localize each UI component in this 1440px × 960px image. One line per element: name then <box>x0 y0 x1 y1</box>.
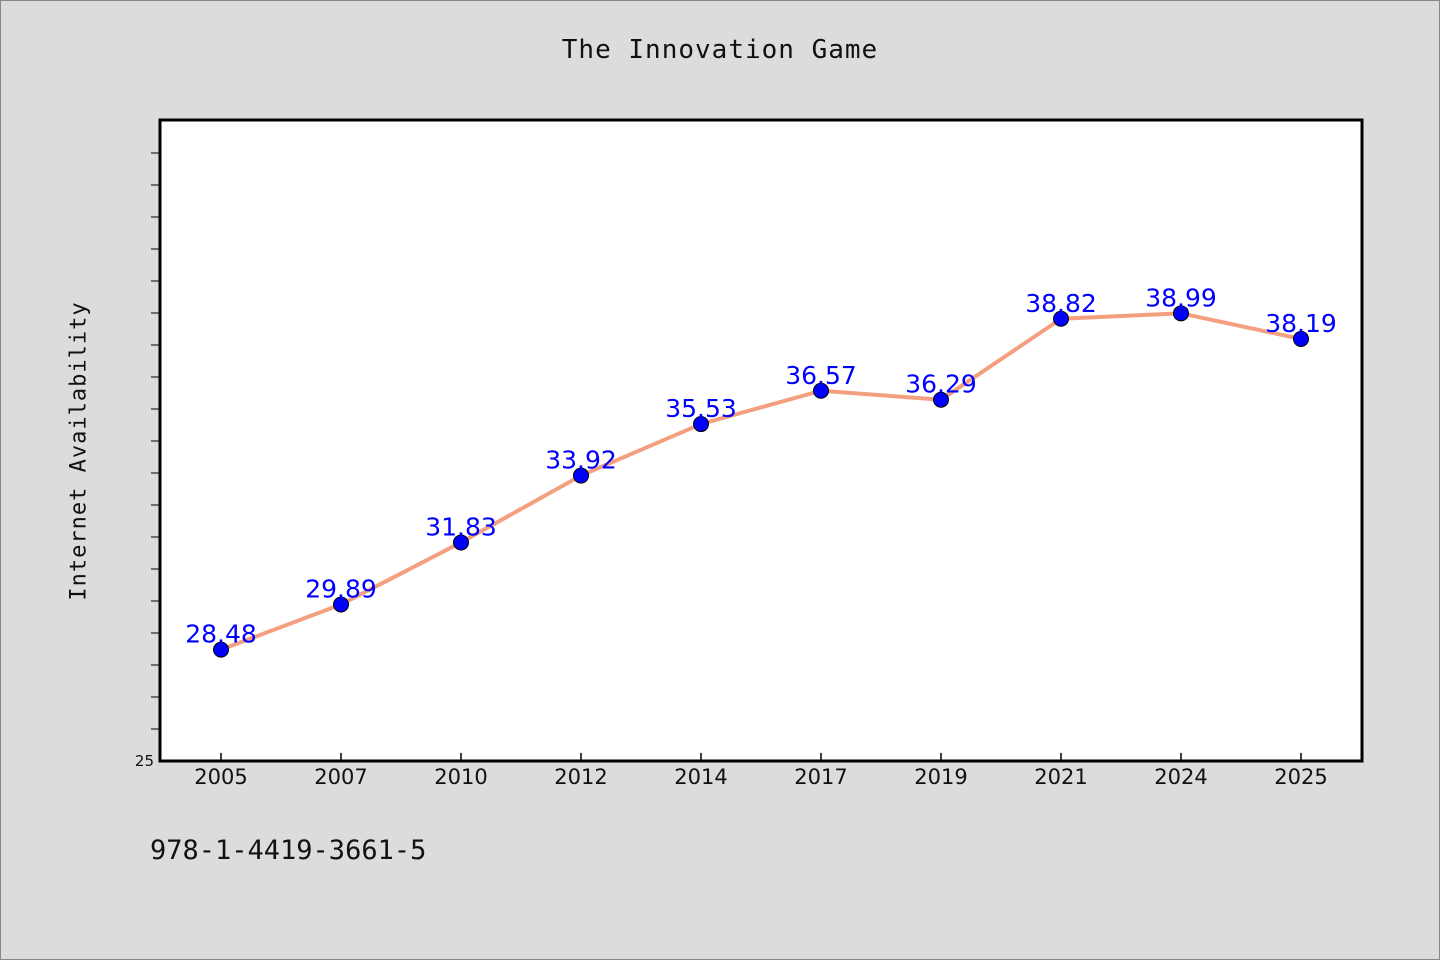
x-tick-label: 2019 <box>914 765 967 789</box>
data-point <box>453 534 469 551</box>
data-label: 29.89 <box>305 575 377 604</box>
data-point <box>933 391 949 408</box>
data-label: 33.92 <box>545 446 617 475</box>
data-label: 38.82 <box>1025 289 1097 318</box>
x-tick-label: 2017 <box>794 765 847 789</box>
x-axis-ticks: 2005 2007 2010 2012 2014 2017 2019 2021 2024 2025 <box>194 753 1328 789</box>
data-point <box>573 467 589 484</box>
data-label: 36.29 <box>905 370 977 399</box>
data-point <box>813 382 829 399</box>
x-tick-label: 2025 <box>1274 765 1327 789</box>
data-point <box>1293 330 1309 347</box>
x-tick-label: 2012 <box>554 765 607 789</box>
x-tick-label: 2014 <box>674 765 727 789</box>
plot-area <box>158 118 1364 763</box>
data-label: 36.57 <box>785 361 857 390</box>
data-point <box>693 416 709 433</box>
x-tick-label: 2005 <box>194 765 247 789</box>
data-label: 28.48 <box>185 620 257 649</box>
x-tick-label: 2021 <box>1034 765 1087 789</box>
data-label: 38.19 <box>1265 309 1337 338</box>
data-point <box>213 641 229 658</box>
footnote-isbn: 978-1-4419-3661-5 <box>150 835 427 866</box>
data-label: 31.83 <box>425 512 497 541</box>
x-tick-label: 2007 <box>314 765 367 789</box>
chart-title: The Innovation Game <box>561 35 879 65</box>
x-tick-label: 2010 <box>434 765 487 789</box>
data-point <box>1053 310 1069 327</box>
series-line <box>219 311 1303 652</box>
data-point <box>1173 305 1189 322</box>
y-axis-ticks: 25 <box>135 152 160 770</box>
data-label: 38.99 <box>1145 283 1217 312</box>
y-tick-label: 25 <box>135 752 154 770</box>
x-tick-label: 2024 <box>1154 765 1207 789</box>
data-point <box>333 596 349 613</box>
series-layer: 28.48 29.89 31.83 33.92 35.53 36.57 36.29 38.82… <box>185 283 1337 658</box>
data-label: 35.53 <box>665 394 737 423</box>
